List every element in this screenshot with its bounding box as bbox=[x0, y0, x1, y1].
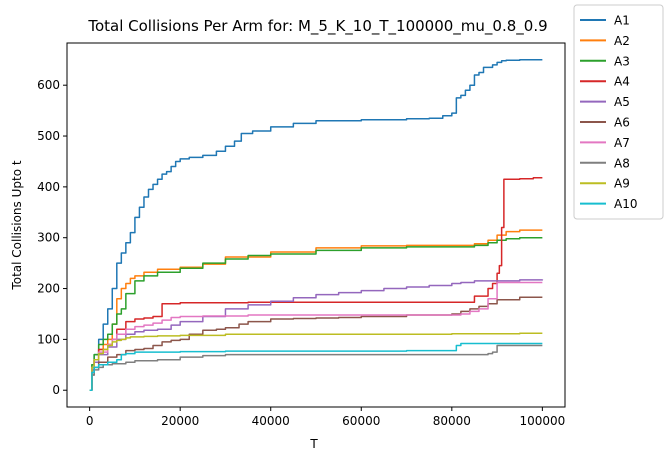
legend-label-a6: A6 bbox=[614, 116, 630, 130]
legend-label-a9: A9 bbox=[614, 177, 630, 191]
series-line-a3 bbox=[89, 236, 543, 391]
series-line-a1 bbox=[89, 59, 543, 391]
legend-label-a3: A3 bbox=[614, 54, 630, 68]
legend-frame bbox=[573, 4, 664, 220]
plot-area bbox=[66, 42, 566, 408]
chart-title: Total Collisions Per Arm for: M_5_K_10_T… bbox=[87, 17, 547, 36]
x-tick-label: 80000 bbox=[433, 414, 471, 428]
x-tick-label: 100000 bbox=[519, 414, 565, 428]
series-line-a7 bbox=[89, 281, 543, 391]
y-axis-label: Total Collisions Upto t bbox=[10, 160, 24, 290]
legend-label-a4: A4 bbox=[614, 75, 630, 89]
series-line-a4 bbox=[89, 176, 543, 391]
x-tick-label: 20000 bbox=[161, 414, 199, 428]
legend-label-a5: A5 bbox=[614, 95, 630, 109]
legend-label-a8: A8 bbox=[614, 156, 630, 170]
series-line-a9 bbox=[89, 332, 543, 391]
x-tick-label: 60000 bbox=[342, 414, 380, 428]
legend-label-a7: A7 bbox=[614, 136, 630, 150]
y-tick-label: 300 bbox=[37, 231, 60, 245]
y-tick-label: 400 bbox=[37, 180, 60, 194]
y-tick-label: 600 bbox=[37, 78, 60, 92]
y-axis-ticks: 0 100 200 300 400 500 600 bbox=[37, 78, 67, 397]
series-line-a10 bbox=[89, 342, 543, 391]
legend-label-a10: A10 bbox=[614, 197, 637, 211]
x-axis-ticks: 0 20000 40000 60000 80000 100000 bbox=[86, 407, 565, 428]
legend: A1 A2 A3 A4 A5 A6 A7 A8 A9 A10 bbox=[573, 4, 664, 220]
legend-label-a1: A1 bbox=[614, 14, 630, 28]
y-tick-label: 0 bbox=[52, 383, 60, 397]
y-tick-label: 200 bbox=[37, 282, 60, 296]
legend-label-a2: A2 bbox=[614, 34, 630, 48]
x-tick-label: 0 bbox=[86, 414, 94, 428]
series-line-a5 bbox=[89, 279, 544, 391]
y-tick-label: 500 bbox=[37, 129, 60, 143]
x-axis-label: T bbox=[309, 437, 318, 451]
x-tick-label: 40000 bbox=[252, 414, 290, 428]
y-tick-label: 100 bbox=[37, 332, 60, 346]
series-line-a2 bbox=[89, 229, 543, 391]
series-layer bbox=[89, 59, 544, 391]
